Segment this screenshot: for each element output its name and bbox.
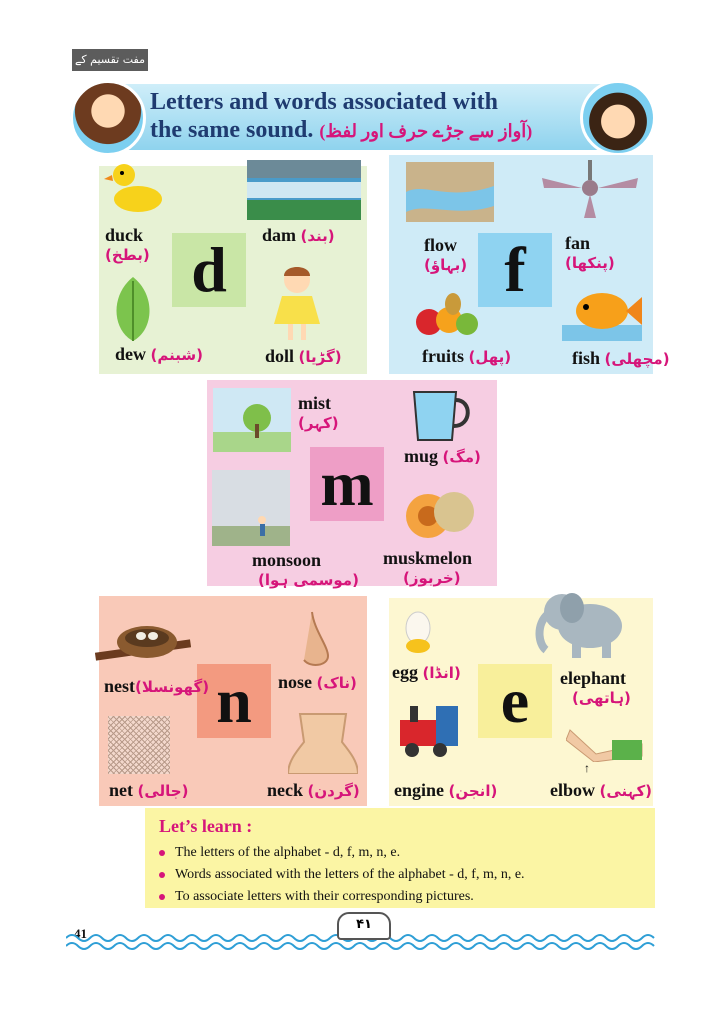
word-nest: nest(گھونسلا) — [104, 676, 210, 696]
lets-learn-box: Let’s learn : The letters of the alphabe… — [145, 808, 655, 908]
nest-picture — [95, 626, 191, 661]
elephant-picture — [535, 593, 622, 658]
mug-picture — [412, 391, 470, 441]
word-dam: dam (بند) — [262, 225, 335, 245]
elbow-arrow: ↑ — [584, 761, 590, 775]
title-line-2: the same sound. — [150, 117, 314, 143]
bullet-icon — [159, 872, 165, 878]
fruits-picture — [416, 293, 478, 335]
page-title: Letters and words associated with the sa… — [150, 88, 590, 145]
muskmelon-picture — [406, 492, 474, 538]
monsoon-picture — [212, 470, 290, 546]
lets-learn-title: Let’s learn : — [159, 816, 253, 836]
letter-e-box: e — [478, 664, 552, 738]
mist-picture — [213, 388, 291, 452]
word-net: net (جالی) — [109, 780, 189, 800]
duck-picture — [104, 164, 162, 212]
word-nose: nose (ناک) — [278, 672, 357, 692]
word-duck: duck (بطخ) — [105, 225, 150, 264]
word-doll: doll (گڑیا) — [265, 346, 342, 366]
title-line-1: Letters and words associated with — [150, 89, 498, 115]
list-item: Words associated with the letters of the… — [159, 864, 525, 886]
word-muskmelon: muskmelon (خربوز) — [383, 548, 473, 587]
net-picture — [108, 716, 170, 774]
urdu-page-badge: ۴۱ — [337, 912, 391, 940]
elbow-picture — [566, 729, 643, 762]
girl-magnifier-avatar — [70, 80, 146, 156]
letter-n-box: n — [197, 664, 271, 738]
letter-d-box: d — [172, 233, 246, 307]
word-mug: mug (مگ) — [404, 446, 481, 466]
lets-learn-list: The letters of the alphabet - d, f, m, n… — [159, 842, 525, 908]
title-banner — [70, 84, 650, 150]
engine-picture — [400, 706, 458, 757]
ceiling-fan-picture — [542, 160, 638, 218]
word-fruits: fruits (پھل) — [422, 346, 512, 366]
word-engine: engine (انجن) — [394, 780, 498, 800]
bullet-icon — [159, 894, 165, 900]
word-elbow: elbow (کہنی) — [550, 780, 653, 800]
word-fan: fan (پنکھا) — [565, 233, 615, 272]
word-neck: neck (گردن) — [267, 780, 360, 800]
egg-picture — [405, 611, 431, 653]
dam-picture — [247, 160, 361, 220]
boy-avatar — [580, 80, 656, 156]
word-flow: flow (بہاؤ) — [424, 235, 468, 274]
list-item: The letters of the alphabet - d, f, m, n… — [159, 842, 525, 864]
goldfish-picture — [562, 293, 642, 341]
word-fish: fish (مچھلی) — [572, 348, 670, 368]
leaf-picture — [116, 277, 150, 341]
doll-picture — [274, 267, 320, 340]
title-urdu: (آواز سے جڑے حرف اور لفظ) — [319, 121, 533, 141]
word-egg: egg (انڈا) — [392, 662, 461, 682]
river-picture — [406, 162, 494, 222]
free-distribution-stamp: مفت تقسیم کے لیے — [72, 49, 148, 88]
word-monsoon: monsoon (موسمی ہوا) — [252, 550, 359, 589]
urdu-page-number: ۴۱ — [356, 917, 372, 932]
list-item: To associate letters with their correspo… — [159, 886, 525, 908]
bullet-icon — [159, 850, 165, 856]
word-dew: dew (شبنم) — [115, 344, 203, 364]
word-elephant: elephant (ہاتھی) — [560, 668, 631, 707]
neck-picture — [288, 713, 358, 774]
word-mist: mist (کہر) — [298, 393, 339, 432]
letter-f-box: f — [478, 233, 552, 307]
letter-m-box: m — [310, 447, 384, 521]
nose-picture — [303, 611, 330, 666]
